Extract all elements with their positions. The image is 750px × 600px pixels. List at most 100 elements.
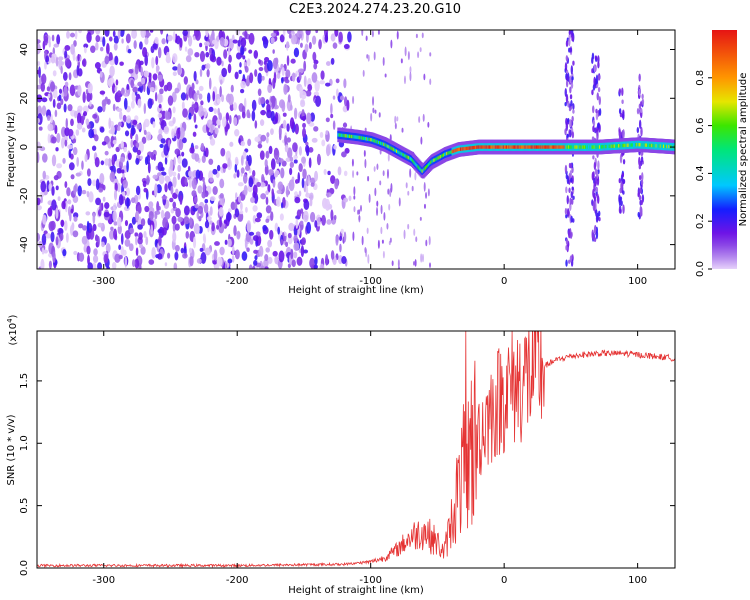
noise-mark — [251, 99, 257, 111]
noise-mark — [115, 79, 119, 86]
spread-mark — [565, 259, 568, 267]
noise-mark — [228, 208, 232, 213]
spread-mark — [591, 136, 595, 141]
noise-mark — [128, 243, 134, 252]
noise-mark — [282, 119, 287, 130]
noise-mark — [274, 222, 279, 232]
noise-mark — [110, 125, 116, 135]
spread-mark — [570, 191, 573, 199]
noise-mark — [66, 187, 71, 197]
noise-mark — [327, 170, 331, 176]
noise-mark — [284, 144, 289, 153]
noise-mark — [235, 30, 241, 36]
noise-mark — [285, 185, 289, 198]
noise-mark — [291, 72, 296, 82]
noise-mark — [87, 82, 93, 94]
noise-mark — [39, 146, 46, 152]
noise-mark — [143, 231, 147, 239]
noise-mark — [407, 190, 410, 196]
spread-mark — [571, 186, 574, 191]
noise-mark — [202, 180, 206, 193]
noise-mark — [119, 156, 125, 163]
noise-mark — [338, 31, 343, 43]
spread-mark — [595, 229, 599, 240]
noise-mark — [114, 55, 119, 66]
spread-mark — [591, 56, 594, 65]
noise-mark — [81, 235, 88, 245]
noise-mark — [263, 259, 269, 268]
spread-mark — [640, 151, 643, 157]
noise-mark — [97, 262, 103, 269]
noise-mark — [167, 139, 171, 149]
noise-mark — [47, 123, 54, 132]
noise-mark — [200, 111, 206, 116]
noise-mark — [98, 187, 104, 193]
noise-mark — [228, 114, 232, 125]
noise-mark — [135, 210, 140, 222]
noise-mark — [92, 179, 97, 187]
noise-mark — [373, 51, 376, 61]
noise-mark — [139, 244, 144, 249]
noise-mark — [104, 30, 110, 37]
noise-mark — [205, 30, 209, 38]
noise-mark — [110, 226, 114, 231]
noise-mark — [294, 123, 299, 135]
noise-mark — [243, 184, 248, 196]
noise-mark — [165, 111, 171, 120]
noise-mark — [223, 49, 228, 59]
noise-mark — [42, 214, 47, 225]
noise-mark — [287, 263, 291, 269]
noise-mark — [81, 160, 84, 170]
spread-mark — [597, 74, 601, 81]
noise-mark — [253, 259, 258, 266]
noise-mark — [73, 216, 78, 222]
spread-mark — [595, 108, 598, 114]
noise-mark — [233, 102, 238, 111]
noise-mark — [287, 147, 293, 160]
noise-mark — [234, 71, 239, 80]
noise-mark — [422, 113, 425, 122]
noise-mark — [194, 51, 200, 58]
y-tick-label: 1.5 — [19, 373, 30, 389]
noise-mark — [309, 211, 316, 223]
noise-mark — [78, 30, 82, 34]
spread-mark — [595, 74, 599, 85]
noise-mark — [252, 214, 257, 224]
noise-mark — [258, 59, 261, 65]
noise-mark — [111, 83, 116, 94]
noise-mark — [55, 236, 59, 246]
noise-mark — [293, 234, 298, 243]
noise-mark — [361, 30, 364, 37]
noise-mark — [118, 244, 122, 251]
noise-mark — [211, 39, 218, 45]
noise-mark — [330, 113, 334, 119]
noise-mark — [293, 159, 298, 164]
noise-mark — [118, 255, 123, 260]
noise-mark — [196, 258, 202, 264]
spread-mark — [597, 160, 600, 171]
spread-mark — [591, 229, 594, 240]
noise-mark — [272, 49, 275, 54]
noise-mark — [239, 88, 245, 94]
spread-mark — [596, 131, 599, 141]
noise-mark — [216, 98, 221, 104]
noise-mark — [116, 167, 122, 174]
noise-mark — [145, 131, 152, 141]
noise-mark — [285, 157, 291, 163]
noise-mark — [108, 51, 113, 63]
noise-mark — [293, 251, 298, 259]
noise-mark — [144, 54, 149, 66]
noise-mark — [72, 147, 78, 156]
noise-mark — [157, 74, 163, 82]
noise-mark — [53, 175, 59, 181]
noise-mark — [219, 193, 224, 199]
noise-mark — [134, 232, 139, 237]
noise-mark — [144, 32, 151, 37]
noise-mark — [308, 41, 312, 50]
noise-mark — [290, 58, 296, 64]
noise-mark — [332, 120, 336, 131]
spread-mark — [571, 35, 574, 42]
noise-mark — [87, 254, 90, 265]
noise-mark — [58, 88, 63, 94]
noise-mark — [37, 43, 41, 55]
